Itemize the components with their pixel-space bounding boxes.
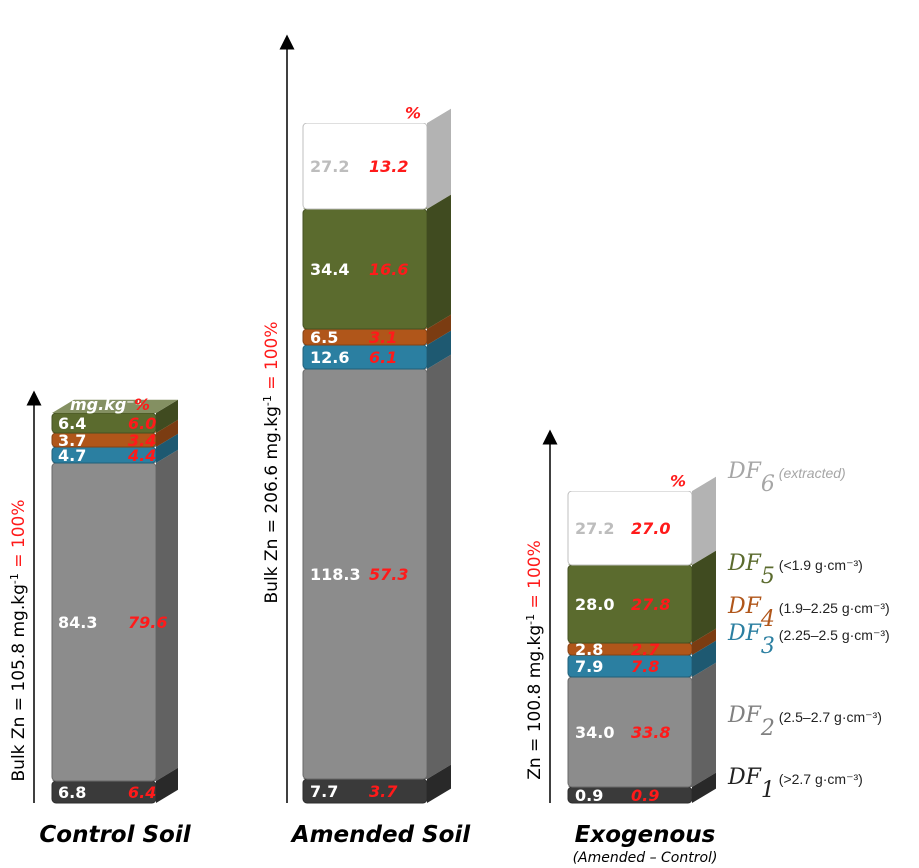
value-label: 27.2 (575, 519, 614, 538)
legend-item-df6: DF6 (extracted) (727, 459, 846, 497)
percent-header: % (134, 395, 150, 414)
value-label: 34.4 (310, 260, 349, 279)
percent-label: 33.8 (631, 723, 670, 742)
y-axis-label: Bulk Zn = 105.8 mg.kg-1 = 100% (8, 500, 30, 782)
percent-label: 3.7 (369, 782, 398, 801)
percent-label: 3.1 (369, 328, 397, 347)
percent-label: 57.3 (369, 565, 408, 584)
value-label: 6.8 (58, 783, 86, 802)
value-label: 7.7 (310, 782, 338, 801)
segment-side (156, 433, 178, 463)
segment-side (427, 108, 451, 209)
segment-side (692, 772, 716, 803)
percent-label: 27.0 (631, 519, 670, 538)
segment-side (427, 330, 451, 369)
y-axis-label: Bulk Zn = 206.6 mg.kg-1 = 100% (261, 322, 283, 604)
unit-header: mg.kg⁻¹ (586, 472, 658, 491)
value-label: 6.5 (310, 328, 338, 347)
column-title: Control Soil (39, 822, 191, 848)
value-label: 34.0 (575, 723, 614, 742)
percent-label: 7.8 (631, 657, 659, 676)
value-label: 84.3 (58, 613, 97, 632)
value-label: 2.8 (575, 640, 603, 659)
percent-header: % (405, 104, 421, 123)
segment-side (427, 354, 451, 779)
percent-label: 79.6 (128, 613, 167, 632)
segment-top (303, 108, 451, 123)
column-1: 6.8 6.4 84.3 79.6 4.7 4.4 3.7 3.4 6.4 6.0mg.kg⁻¹%… (8, 390, 192, 848)
segment-side (427, 314, 451, 345)
segment-side (427, 194, 451, 329)
bar-segment-df5 (302, 194, 451, 330)
column-3: 0.9 0.9 34.0 33.8 7.9 7.8 2.8 2.7 28.0 27.8 27.2 27… (524, 429, 718, 866)
stacked-columns: 6.8 6.484.3 79.64.7 4.43.7 3.46.4 6.0mg.kg⁻¹%… (8, 34, 718, 866)
column-title: Exogenous (575, 822, 716, 848)
segment-side (692, 550, 716, 643)
value-label: 27.2 (310, 157, 349, 176)
value-label: 12.6 (310, 348, 349, 367)
legend-item-df3: DF3 (2.25–2.5 g·cm⁻³) (727, 621, 890, 659)
segment-side (156, 449, 178, 781)
column-2: 7.7 3.7 118.3 57.3 12.6 6.1 6.5 3.1 34.4 16.6 27.2… (261, 34, 472, 848)
unit-header: mg.kg⁻¹ (70, 395, 142, 414)
segment-side (692, 628, 716, 655)
percent-header: % (670, 472, 686, 491)
percent-label: 13.2 (369, 157, 408, 176)
legend-item-df5: DF5 (<1.9 g·cm⁻³) (727, 551, 863, 589)
legend: DF6 (extracted) DF5 (<1.9 g·cm⁻³) DF4 (1.9… (727, 459, 890, 803)
segment-side (692, 476, 716, 565)
segment-top (52, 399, 178, 413)
percent-label: 0.9 (631, 786, 659, 805)
unit-header: mg.kg⁻¹ (321, 104, 393, 123)
segment-side (692, 640, 716, 677)
bar-segment-df6 (302, 108, 451, 210)
value-label: 7.9 (575, 657, 603, 676)
percent-label: 2.7 (631, 640, 660, 659)
value-label: 4.7 (58, 446, 86, 465)
segment-side (156, 399, 178, 433)
value-label: 118.3 (310, 565, 361, 584)
legend-item-df2: DF2 (2.5–2.7 g·cm⁻³) (727, 703, 882, 741)
percent-label: 6.1 (369, 348, 397, 367)
percent-label: 6.0 (128, 414, 156, 433)
segment-side (427, 764, 451, 803)
percent-label: 27.8 (631, 595, 670, 614)
bar-segment-df6 (567, 476, 716, 566)
bar-segment-df5 (51, 399, 178, 434)
percent-label: 4.4 (127, 446, 156, 465)
value-label: 28.0 (575, 595, 614, 614)
column-title: Amended Soil (290, 822, 472, 848)
y-axis-label: Zn = 100.8 mg.kg-1 = 100% (524, 540, 546, 780)
legend-item-df4: DF4 (1.9–2.25 g·cm⁻³) (727, 594, 890, 632)
value-label: 3.7 (58, 431, 86, 450)
segment-side (156, 767, 178, 803)
segment-side (692, 662, 716, 787)
column-subtitle: (Amended – Control) (573, 850, 718, 866)
value-label: 6.4 (58, 414, 86, 433)
percent-label: 3.4 (128, 431, 156, 450)
value-label: 0.9 (575, 786, 603, 805)
segment-side (156, 419, 178, 447)
segment-top (568, 476, 716, 491)
percent-label: 6.4 (128, 783, 156, 802)
legend-item-df1: DF1 (>2.7 g·cm⁻³) (727, 765, 863, 803)
percent-label: 16.6 (369, 260, 408, 279)
